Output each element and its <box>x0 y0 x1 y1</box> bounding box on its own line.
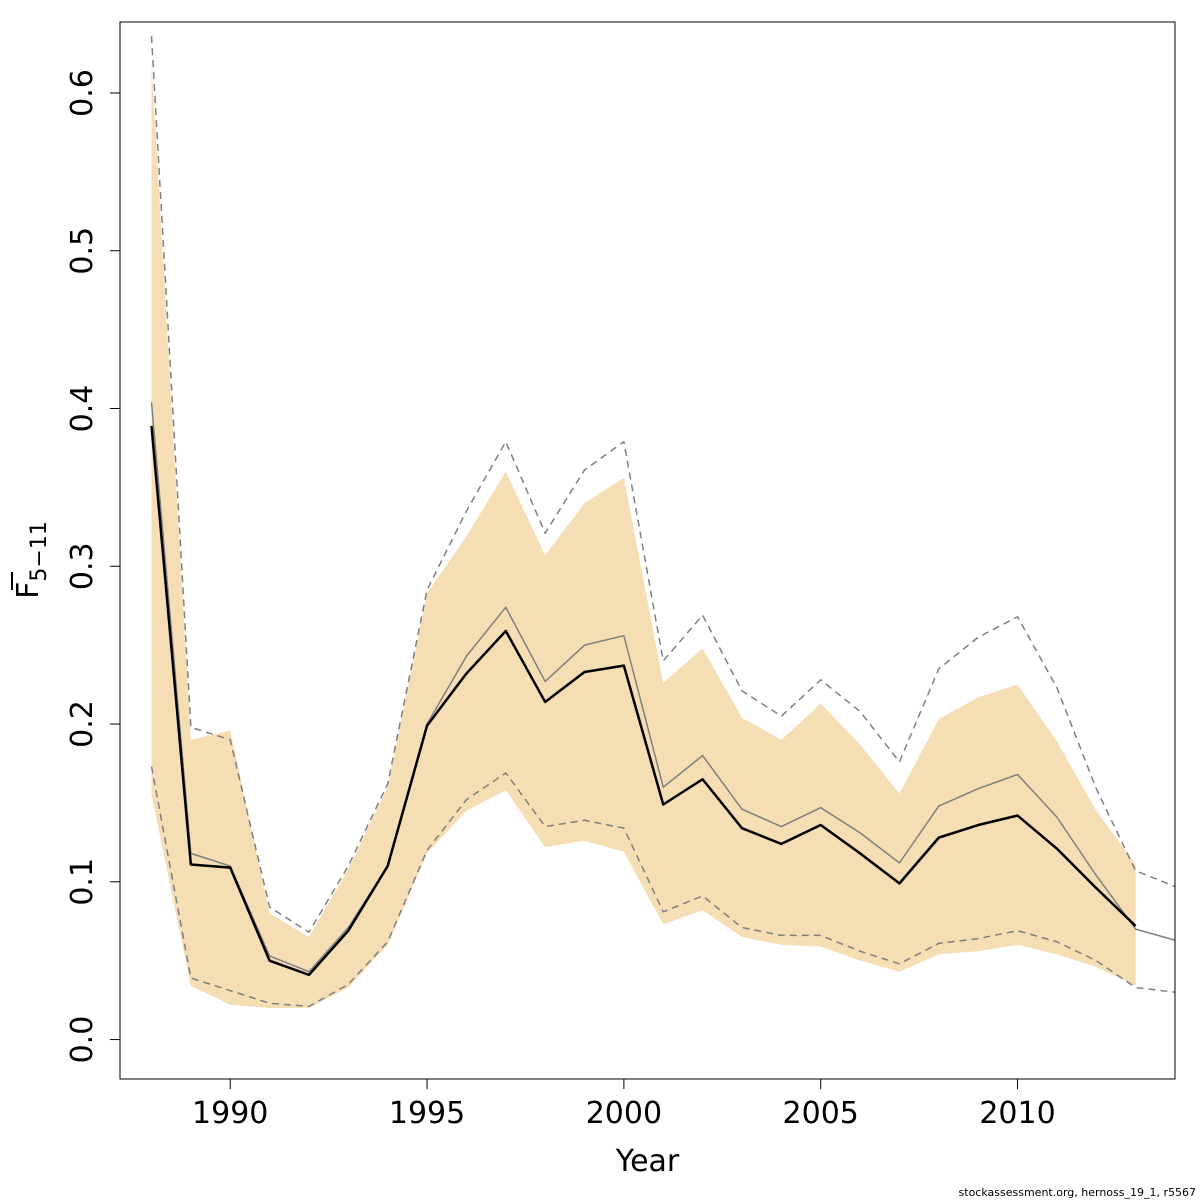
y-tick-label: 0.1 <box>65 858 100 906</box>
credit-text: stockassessment.org, hernoss_19_1, r5567 <box>959 1186 1196 1199</box>
estimate-line <box>150 425 1137 977</box>
confidence-band-layer <box>151 61 1136 1009</box>
y-tick-label: 0.4 <box>65 385 100 433</box>
y-axis: 0.0 0.1 0.2 0.3 0.4 0.5 0.6 <box>65 69 120 1063</box>
y-axis-title: F5−11 <box>11 521 52 599</box>
x-axis-title: Year <box>615 1144 680 1179</box>
svg-text:F5−11: F5−11 <box>11 521 52 599</box>
y-tick-label: 0.6 <box>65 69 100 117</box>
y-axis-title-subscript: 5−11 <box>27 521 52 581</box>
previous-estimate-line <box>150 402 1175 973</box>
y-tick-label: 0.3 <box>65 542 100 590</box>
previous-lower-ci-line <box>150 766 1175 1008</box>
confidence-band <box>151 61 1136 1009</box>
y-axis-title-main: F <box>11 582 46 599</box>
x-tick-label: 2010 <box>979 1096 1055 1131</box>
plot-frame <box>119 21 1176 1080</box>
series-layer <box>150 36 1175 1008</box>
x-tick-label: 1995 <box>389 1096 465 1131</box>
x-tick-label: 2000 <box>586 1096 662 1131</box>
x-tick-label: 2005 <box>783 1096 859 1131</box>
previous-upper-ci-line <box>150 36 1175 934</box>
y-tick-label: 0.2 <box>65 700 100 748</box>
y-tick-label: 0.5 <box>65 227 100 275</box>
y-tick-label: 0.0 <box>65 1016 100 1064</box>
x-tick-label: 1990 <box>192 1096 268 1131</box>
x-axis: 1990 1995 2000 2005 2010 <box>192 1079 1056 1131</box>
